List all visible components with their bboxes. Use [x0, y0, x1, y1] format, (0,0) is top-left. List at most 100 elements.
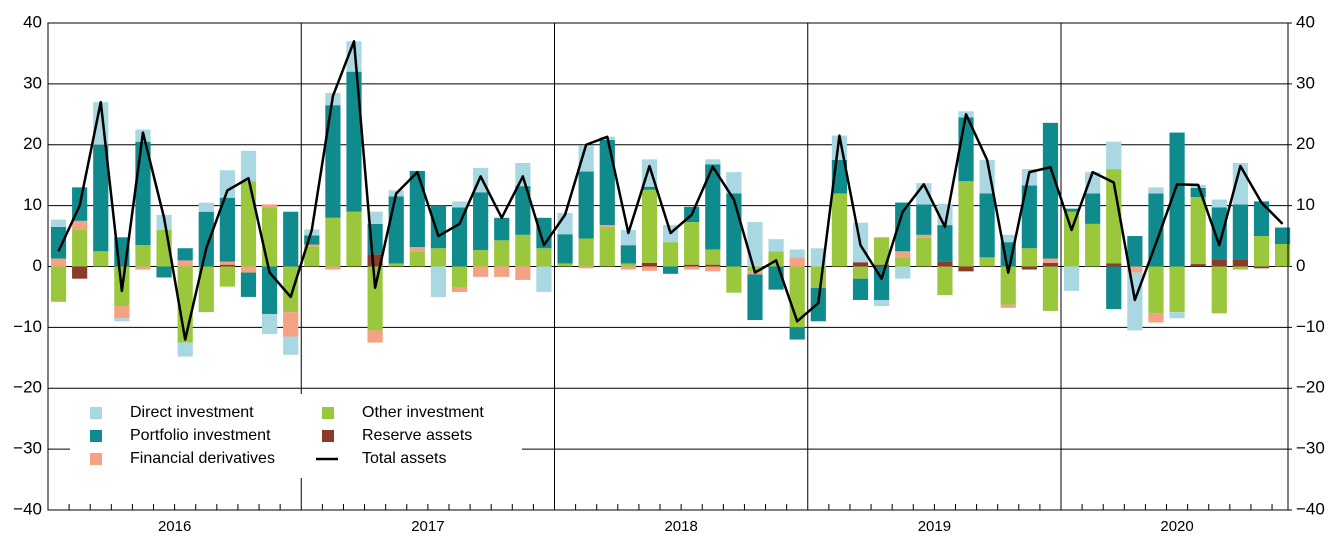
legend-swatch: [322, 430, 334, 442]
bar-segment: [1106, 169, 1122, 264]
bar-segment: [430, 205, 447, 249]
bar-segment: [1042, 266, 1059, 311]
bar-segment: [620, 229, 636, 246]
bar-segment: [473, 192, 489, 251]
bar-segment: [198, 211, 214, 267]
bar-segment: [304, 246, 320, 267]
bar-segment: [937, 261, 953, 267]
legend-swatch: [90, 430, 102, 442]
bar-segment: [515, 186, 531, 235]
bar-segment: [662, 266, 679, 274]
bar-segment: [240, 150, 257, 182]
bar-segment: [93, 251, 109, 267]
bar-segment: [768, 239, 784, 252]
bar-segment: [1232, 266, 1248, 270]
bar-segment: [219, 261, 235, 265]
legend-label: Portfolio investment: [130, 427, 271, 444]
bar-segment: [1211, 266, 1227, 314]
bar-segment: [451, 207, 468, 267]
bar-segment: [1106, 266, 1122, 310]
bar-segment: [1000, 266, 1016, 305]
bar-segment: [1063, 208, 1080, 212]
bar-segment: [726, 193, 742, 267]
bar-segment: [1042, 262, 1059, 267]
bar-segment: [261, 313, 278, 335]
bar-segment: [1148, 193, 1164, 267]
bar-segment: [409, 247, 425, 252]
bar-segment: [536, 248, 552, 267]
bar-segment: [684, 264, 700, 267]
bar-segment: [789, 257, 805, 267]
bar-segment: [620, 266, 636, 270]
bar-segment: [304, 244, 320, 247]
bar-segment: [895, 257, 911, 267]
bar-segment: [261, 207, 278, 267]
bar-segment: [1127, 266, 1143, 273]
bar-segment: [684, 222, 700, 265]
bar-segment: [325, 105, 341, 218]
bar-segment: [409, 170, 425, 248]
bar-segment: [641, 262, 658, 267]
legend: Direct investment Portfolio investment Fin…: [70, 394, 522, 478]
y-tick-label: 10: [23, 195, 42, 214]
bar-segment: [578, 145, 594, 172]
y2-tick-label: 10: [1296, 195, 1315, 214]
bar-segment: [1169, 132, 1185, 267]
bar-segment: [641, 186, 658, 190]
bar-segment: [641, 189, 658, 263]
bar-segment: [367, 330, 383, 343]
bar-segment: [726, 172, 742, 194]
bar-segment: [557, 234, 573, 264]
bar-segment: [1274, 243, 1291, 267]
bar-segment: [1021, 185, 1037, 249]
y-tick-label: 0: [33, 256, 42, 275]
legend-label: Total assets: [362, 450, 446, 467]
bar-segment: [177, 248, 193, 261]
bar-segment: [72, 266, 88, 279]
legend-label: Financial derivatives: [130, 450, 275, 467]
bar-segment: [114, 306, 130, 319]
bar-segment: [705, 159, 721, 165]
bar-segment: [916, 237, 932, 267]
bar-segment: [451, 287, 468, 293]
bar-segment: [451, 266, 468, 288]
bar-segment: [50, 258, 67, 267]
y2-tick-label: 30: [1296, 73, 1315, 92]
bar-segment: [599, 139, 615, 226]
bar-segment: [852, 262, 869, 267]
bar-segment: [1042, 122, 1059, 259]
y-tick-label: −20: [13, 378, 42, 397]
bar-segment: [198, 202, 214, 212]
y2-tick-label: 40: [1296, 12, 1315, 31]
bar-segment: [874, 299, 890, 307]
legend-label: Direct investment: [130, 404, 254, 421]
bar-segment: [1211, 259, 1227, 267]
bar-segment: [346, 71, 362, 212]
bar-segment: [895, 202, 911, 252]
bar-segment: [219, 264, 235, 267]
bar-segment: [177, 260, 193, 267]
bar-segment: [114, 318, 130, 322]
bar-segment: [1085, 223, 1101, 267]
bar-segment: [283, 211, 299, 267]
bar-segment: [1211, 207, 1227, 260]
bar-segment: [494, 217, 510, 241]
bar-segment: [494, 266, 510, 277]
bar-segment: [916, 204, 932, 235]
y2-tick-label: 0: [1296, 256, 1305, 275]
legend-swatch: [90, 407, 102, 419]
bar-segment: [1148, 187, 1164, 194]
bar-segment: [72, 229, 88, 267]
legend-box: [70, 394, 522, 478]
bar-segment: [1274, 227, 1291, 244]
x-group-label: 2019: [918, 518, 951, 535]
bar-segment: [684, 266, 700, 270]
bar-segment: [93, 144, 109, 252]
bar-segment: [705, 264, 721, 267]
x-group-label: 2017: [411, 518, 444, 535]
bar-segment: [662, 242, 679, 267]
bar-segment: [937, 225, 953, 262]
bar-segment: [895, 251, 911, 258]
bar-segment: [430, 266, 447, 297]
bar-segment: [367, 211, 383, 224]
